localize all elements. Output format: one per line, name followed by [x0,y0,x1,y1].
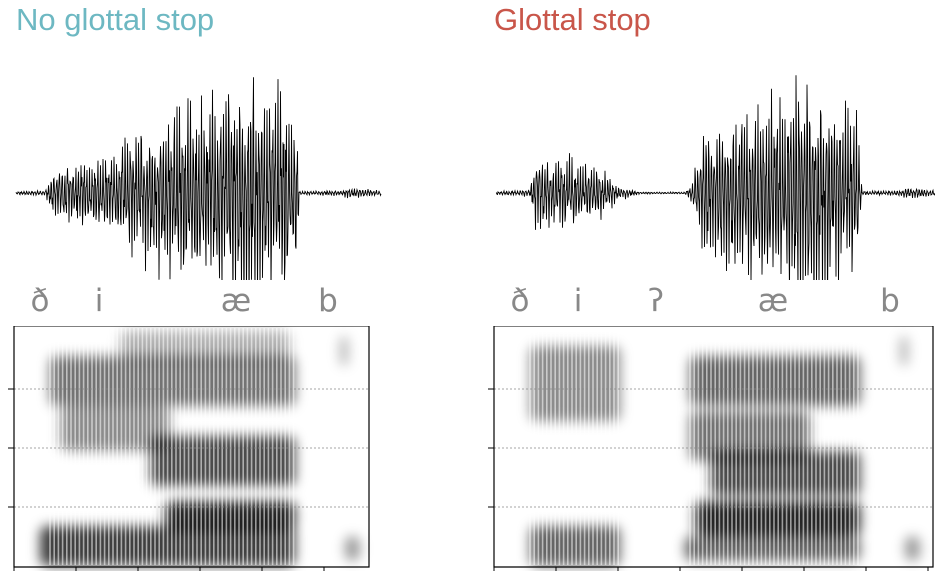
waveform-trace [495,75,935,280]
spectrogram-energy [530,346,620,421]
spectrogram-frame [493,326,934,568]
panel-title: No glottal stop [16,2,215,37]
spectrogram-energy [905,536,920,561]
phoneme-label: b [318,283,338,319]
waveform-trace [15,77,382,280]
phoneme-label: æ [757,283,789,319]
phoneme-label: i [573,283,583,319]
spectrogram-energy [900,336,908,366]
spectrogram-energy [710,451,860,496]
phoneme-label: b [880,283,900,319]
spectrogram-energy [340,336,348,366]
panel-no-glottal-stop: No glottal stop ð i æ b [8,2,382,571]
phoneme-label: ʔ [648,283,664,319]
panel-glottal-stop: Glottal stop ð i ʔ æ b [480,0,935,571]
waveform [495,75,935,280]
spectrogram-energy [345,536,360,561]
phoneme-label: ð [30,283,50,319]
spectrogram [8,326,370,571]
phoneme-label: i [94,283,104,319]
spectrogram [488,326,934,571]
phoneme-label: æ [220,283,252,319]
waveform [15,77,382,280]
panel-title: Glottal stop [494,2,651,37]
spectrogram-energy [530,526,620,566]
spectrogram-frame [13,326,370,568]
phoneme-label: ð [510,283,530,319]
